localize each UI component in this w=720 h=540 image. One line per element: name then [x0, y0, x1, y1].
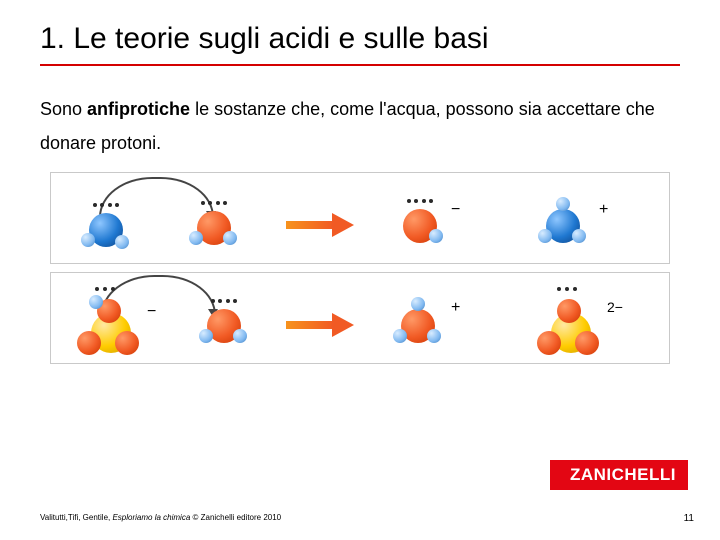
atom-h	[538, 229, 552, 243]
charge-minus: −	[147, 303, 156, 321]
atom-h	[429, 229, 443, 243]
footer-rest: © Zanichelli editore 2010	[190, 513, 281, 522]
atom-h	[233, 329, 247, 343]
body-paragraph: Sono anfiprotiche le sostanze che, come …	[40, 92, 680, 160]
atom-h	[572, 229, 586, 243]
publisher-logo: ZANICHELLI	[550, 460, 688, 490]
atom-h	[393, 329, 407, 343]
lone-pair-dots	[93, 203, 119, 207]
atom-h	[81, 233, 95, 247]
body-bold: anfiprotiche	[87, 99, 190, 119]
reaction-panel-2: − + 2−	[50, 272, 670, 364]
lone-pair-dots	[201, 201, 227, 205]
transfer-arc	[99, 177, 214, 217]
charge-plus: +	[599, 201, 608, 219]
atom-h	[223, 231, 237, 245]
lone-pair-dots	[557, 287, 577, 291]
title-underline	[40, 64, 680, 66]
slide-title: 1. Le teorie sugli acidi e sulle basi	[40, 22, 680, 56]
reaction-arrow-icon	[286, 315, 356, 335]
atom-red-small	[77, 331, 101, 355]
slide: 1. Le teorie sugli acidi e sulle basi So…	[0, 0, 720, 540]
footer-citation: Valitutti,Tifi, Gentile, Esploriamo la c…	[40, 513, 281, 522]
atom-h	[427, 329, 441, 343]
reaction-panel-1: − +	[50, 172, 670, 264]
footer-title: Esploriamo la chimica	[112, 513, 190, 522]
lone-pair-dots	[407, 199, 433, 203]
atom-h	[189, 231, 203, 245]
atom-h	[199, 329, 213, 343]
atom-red-small	[575, 331, 599, 355]
atom-red-small	[537, 331, 561, 355]
lone-pair-dots	[95, 287, 115, 291]
reaction-arrow-icon	[286, 215, 356, 235]
charge-2minus: 2−	[607, 299, 623, 315]
body-pre: Sono	[40, 99, 87, 119]
charge-plus: +	[451, 299, 460, 317]
footer-authors: Valitutti,Tifi, Gentile,	[40, 513, 112, 522]
atom-red-small	[115, 331, 139, 355]
page-number: 11	[684, 513, 694, 524]
atom-h	[115, 235, 129, 249]
lone-pair-dots	[211, 299, 237, 303]
charge-minus: −	[451, 201, 460, 219]
